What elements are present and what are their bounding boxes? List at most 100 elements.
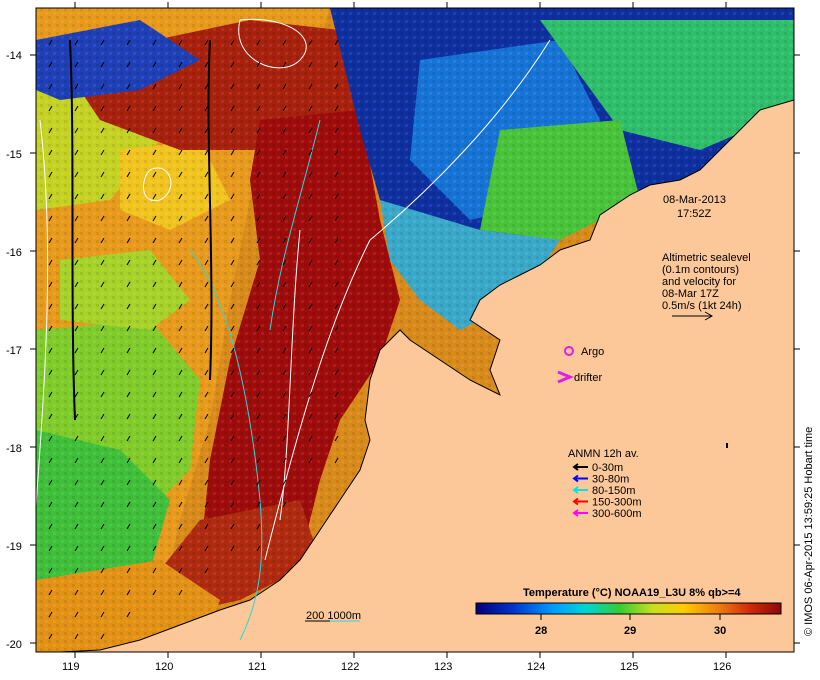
velocity-arrow	[100, 413, 105, 420]
anmn-arrow-icon	[572, 486, 588, 494]
velocity-arrow	[204, 523, 209, 530]
velocity-arrow	[152, 171, 157, 178]
velocity-arrow	[152, 215, 157, 222]
x-tick-label: 126	[713, 661, 731, 673]
velocity-arrow	[308, 391, 313, 398]
velocity-arrow	[152, 325, 157, 332]
velocity-arrow	[178, 39, 183, 46]
velocity-arrow	[126, 171, 131, 178]
scale-arrowhead	[704, 311, 714, 321]
velocity-arrow	[100, 347, 105, 354]
velocity-arrow	[126, 369, 131, 376]
velocity-arrow	[178, 193, 183, 200]
velocity-arrow	[48, 413, 53, 420]
plot-frame	[35, 7, 795, 653]
velocity-arrow	[100, 325, 105, 332]
velocity-arrow	[152, 127, 157, 134]
velocity-arrow	[334, 39, 339, 46]
velocity-arrow	[48, 545, 53, 552]
velocity-arrow	[152, 83, 157, 90]
velocity-arrow	[256, 303, 261, 310]
velocity-arrow	[282, 457, 287, 464]
velocity-arrow	[178, 413, 183, 420]
velocity-arrow	[204, 303, 209, 310]
velocity-arrow	[48, 347, 53, 354]
velocity-arrow	[126, 149, 131, 156]
velocity-arrow	[230, 215, 235, 222]
time-label: 17:52Z	[677, 208, 712, 220]
velocity-arrow	[334, 215, 339, 222]
colorbar-title: Temperature (°C) NOAA19_L3U 8% qb>=4	[523, 587, 741, 599]
velocity-arrow	[178, 83, 183, 90]
velocity-arrow	[74, 435, 79, 442]
velocity-arrow	[178, 391, 183, 398]
velocity-arrow	[48, 633, 53, 640]
velocity-arrow	[178, 325, 183, 332]
velocity-arrow	[308, 149, 313, 156]
velocity-arrow	[204, 149, 209, 156]
velocity-arrow	[282, 347, 287, 354]
velocity-arrow	[282, 501, 287, 508]
velocity-arrow	[100, 237, 105, 244]
velocity-arrow	[126, 83, 131, 90]
velocity-arrow	[282, 259, 287, 266]
velocity-arrow	[74, 545, 79, 552]
isobath-1000	[269, 119, 321, 331]
velocity-arrow	[308, 303, 313, 310]
credit-label: © IMOS 06-Apr-2015 13:59:25 Hobart time	[803, 427, 815, 636]
velocity-arrow	[74, 215, 79, 222]
velocity-arrow	[282, 303, 287, 310]
velocity-arrow	[152, 259, 157, 266]
velocity-arrow	[334, 259, 339, 266]
velocity-arrow	[48, 457, 53, 464]
velocity-arrow	[256, 259, 261, 266]
velocity-arrow	[126, 347, 131, 354]
velocity-arrow	[178, 501, 183, 508]
velocity-arrow	[204, 501, 209, 508]
velocity-arrow	[48, 127, 53, 134]
velocity-arrow	[48, 435, 53, 442]
velocity-arrow	[282, 83, 287, 90]
anmn-depth-label: 30-80m	[592, 474, 629, 486]
velocity-arrow	[334, 303, 339, 310]
velocity-arrow	[126, 611, 131, 618]
velocity-arrow	[230, 435, 235, 442]
velocity-arrow	[74, 83, 79, 90]
velocity-arrow	[230, 193, 235, 200]
velocity-arrow	[152, 105, 157, 112]
velocity-arrow	[204, 105, 209, 112]
velocity-arrow	[230, 479, 235, 486]
velocity-arrow	[126, 479, 131, 486]
argo-icon	[564, 346, 574, 356]
anmn-arrow-icon	[572, 463, 588, 471]
velocity-arrow	[152, 369, 157, 376]
velocity-arrow	[74, 171, 79, 178]
land	[36, 99, 794, 652]
velocity-arrow	[74, 127, 79, 134]
velocity-arrow	[100, 435, 105, 442]
velocity-arrow	[282, 325, 287, 332]
velocity-arrow	[74, 303, 79, 310]
velocity-arrow	[256, 457, 261, 464]
velocity-arrow	[282, 61, 287, 68]
colorbar-gradient	[475, 602, 782, 615]
velocity-arrow	[74, 61, 79, 68]
velocity-arrow	[74, 633, 79, 640]
velocity-arrow	[126, 523, 131, 530]
velocity-arrow	[100, 259, 105, 266]
velocity-arrow	[178, 545, 183, 552]
velocity-arrow	[204, 259, 209, 266]
velocity-arrow	[48, 479, 53, 486]
velocity-arrow	[178, 281, 183, 288]
y-tick-label: -19	[6, 541, 22, 553]
velocity-arrow	[334, 281, 339, 288]
velocity-arrow	[74, 237, 79, 244]
velocity-arrow	[334, 347, 339, 354]
velocity-arrow	[230, 391, 235, 398]
velocity-arrow	[74, 457, 79, 464]
current-track	[207, 39, 213, 381]
velocity-arrow	[74, 413, 79, 420]
velocity-arrow	[334, 193, 339, 200]
contour-line	[36, 119, 49, 514]
velocity-arrow	[334, 149, 339, 156]
